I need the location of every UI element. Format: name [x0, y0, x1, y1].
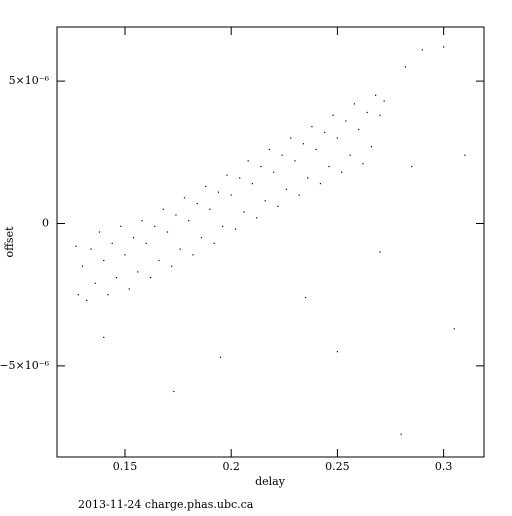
point	[362, 163, 364, 165]
point	[277, 205, 279, 208]
point	[124, 254, 126, 256]
point	[353, 103, 356, 105]
point	[400, 433, 402, 435]
plot-frame	[56, 26, 485, 458]
point	[209, 208, 211, 210]
point	[188, 220, 190, 222]
point	[192, 254, 194, 256]
y-axis-label: offset	[3, 226, 16, 258]
point	[464, 154, 466, 156]
point	[226, 174, 228, 176]
point	[173, 390, 175, 393]
point	[205, 185, 207, 188]
point	[239, 177, 241, 179]
point	[443, 46, 445, 48]
point	[319, 183, 322, 185]
point	[251, 183, 254, 185]
point	[290, 137, 292, 139]
point	[366, 111, 368, 114]
point	[75, 245, 77, 247]
point	[281, 154, 283, 156]
point	[111, 242, 113, 245]
y-tick-label: −5×10⁻⁶	[0, 359, 50, 372]
footer: 2013-11-24 charge.phas.ubc.ca	[78, 498, 254, 511]
point	[145, 242, 147, 245]
point	[379, 251, 381, 253]
point	[162, 208, 164, 210]
point	[179, 248, 181, 250]
point	[383, 100, 385, 102]
point	[128, 288, 130, 290]
point	[375, 94, 377, 96]
point	[370, 146, 373, 148]
point	[264, 200, 266, 202]
point	[154, 225, 156, 227]
point	[411, 165, 413, 168]
point	[302, 143, 305, 145]
point	[298, 194, 300, 196]
point	[341, 171, 343, 173]
point	[200, 237, 203, 239]
point	[247, 160, 249, 162]
point	[90, 248, 92, 250]
point	[219, 356, 222, 358]
point	[149, 276, 152, 279]
point	[222, 225, 224, 227]
point	[311, 126, 313, 128]
point	[421, 49, 423, 51]
point	[243, 211, 245, 213]
point	[307, 177, 309, 179]
point	[304, 296, 307, 299]
point	[166, 231, 169, 233]
y-tick-label: 0	[42, 216, 49, 229]
point	[196, 202, 198, 205]
point	[183, 197, 186, 199]
point	[315, 148, 317, 151]
point	[86, 299, 88, 301]
point	[94, 282, 96, 284]
point	[141, 220, 143, 222]
y-tick-label: 5×10⁻⁶	[9, 74, 50, 87]
point	[453, 328, 455, 330]
point	[81, 265, 84, 267]
point	[268, 148, 271, 151]
point	[158, 259, 160, 262]
point	[175, 214, 177, 216]
point	[294, 160, 296, 162]
x-tick-label: 0.25	[325, 460, 350, 473]
point	[404, 66, 406, 68]
point	[230, 194, 232, 196]
point	[77, 294, 79, 296]
x-tick-label: 0.15	[113, 460, 138, 473]
point	[379, 114, 381, 116]
point	[217, 191, 220, 193]
x-tick-label: 0.3	[435, 460, 453, 473]
point	[132, 237, 135, 239]
point	[103, 336, 105, 338]
point	[98, 231, 101, 233]
x-tick-label: 0.2	[222, 460, 240, 473]
point	[336, 351, 339, 353]
point	[256, 217, 258, 219]
point	[324, 131, 326, 133]
point	[328, 165, 330, 168]
point	[103, 259, 105, 262]
point	[345, 120, 347, 122]
point	[336, 137, 339, 139]
point	[213, 242, 215, 245]
point	[285, 188, 288, 190]
point	[332, 114, 334, 116]
point	[234, 228, 237, 230]
point	[273, 171, 275, 173]
point	[358, 128, 360, 131]
point	[260, 165, 262, 168]
point	[349, 154, 351, 156]
x-axis-label: delay	[255, 475, 286, 488]
point	[171, 265, 173, 267]
point	[115, 276, 118, 279]
point	[137, 271, 139, 273]
point	[120, 225, 122, 227]
point	[107, 294, 109, 296]
